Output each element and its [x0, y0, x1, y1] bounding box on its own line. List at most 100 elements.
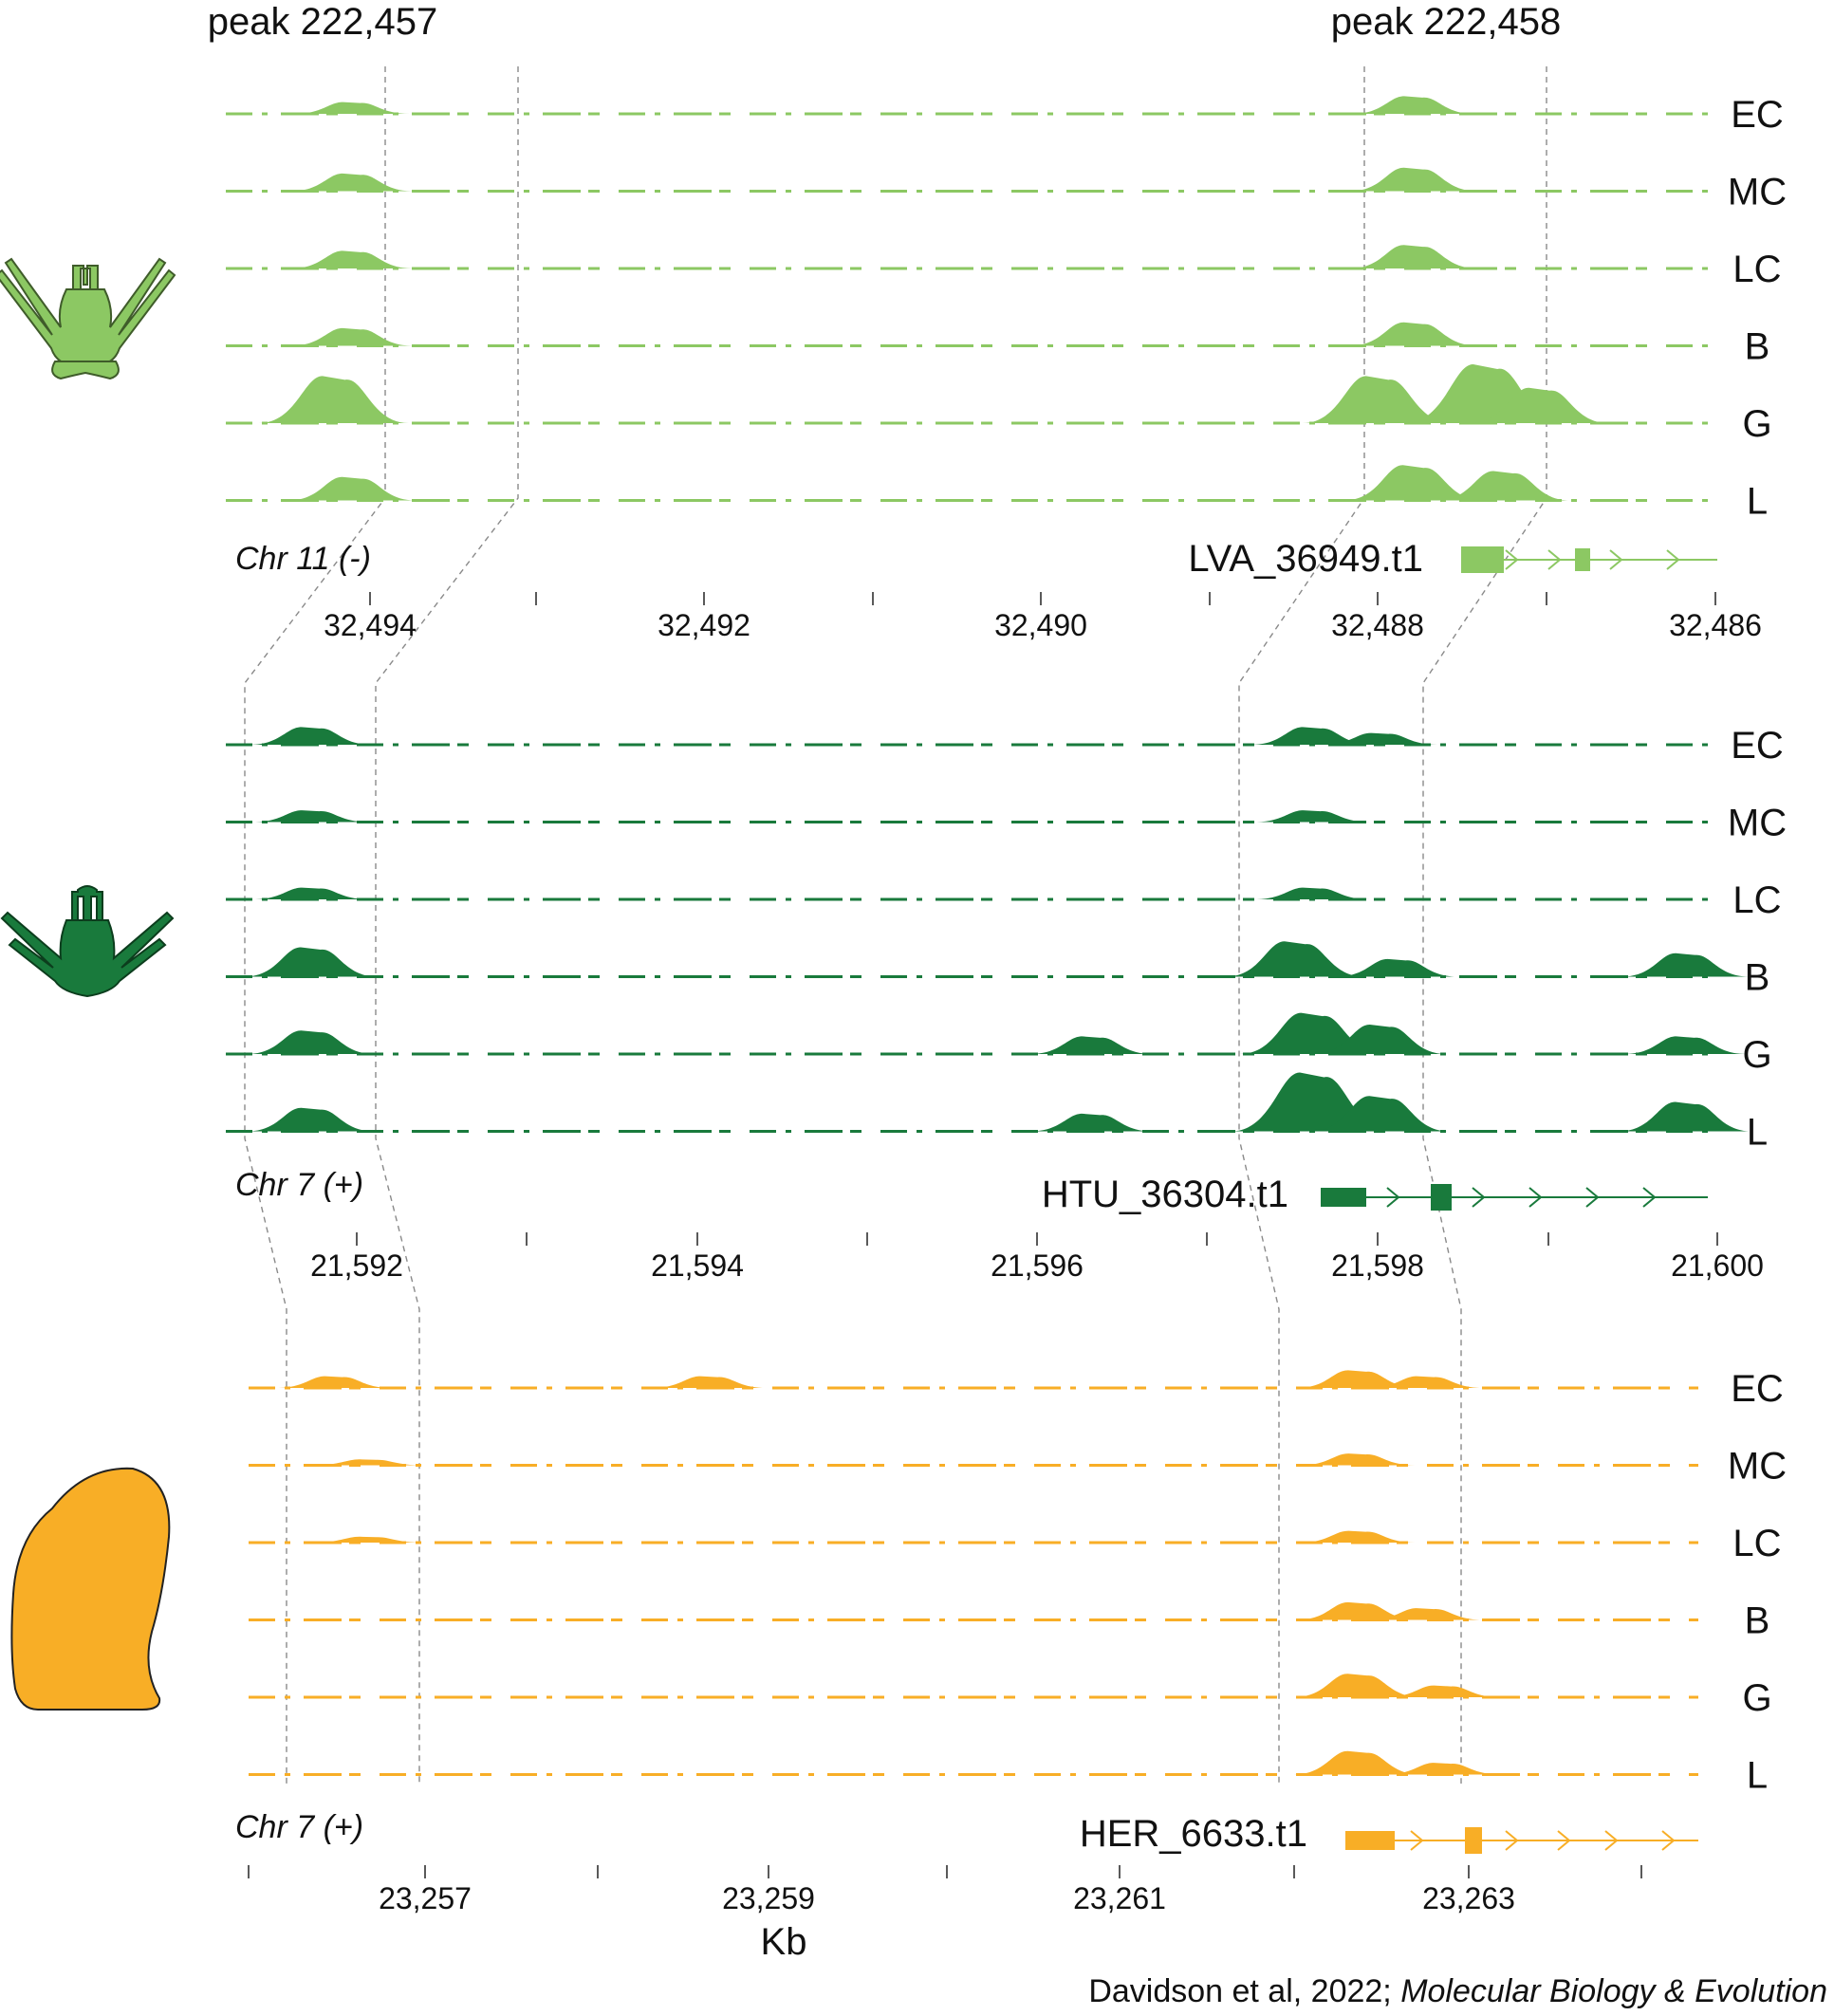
coverage-peak — [287, 476, 416, 501]
x-tick-label: 21,596 — [991, 1248, 1084, 1283]
row-label-g: G — [1742, 403, 1771, 445]
coverage-tracks — [249, 1370, 1698, 1776]
coverage-peak — [1384, 1685, 1501, 1697]
x-tick-label: 23,263 — [1422, 1881, 1515, 1915]
guide-line — [375, 66, 519, 1784]
coverage-peak — [1352, 96, 1474, 114]
gene-name: HTU_36304.t1 — [1042, 1174, 1288, 1215]
row-labels: EC MC LC BGL — [1728, 725, 1787, 1154]
row-label-mc: MC — [1728, 803, 1787, 844]
row-labels: EC MC LC BGL — [1728, 94, 1787, 523]
row-label-b: B — [1745, 1600, 1770, 1642]
gene-model — [1345, 1827, 1698, 1854]
row-labels: EC MC LC BGL — [1728, 1368, 1787, 1797]
row-label-l: L — [1747, 1755, 1768, 1797]
row-label-l: L — [1747, 1112, 1768, 1154]
strand-arrow — [1386, 1187, 1400, 1208]
coverage-peak — [1310, 1096, 1450, 1132]
coverage-peak — [250, 727, 372, 745]
strand-arrow — [1557, 1830, 1571, 1851]
x-axis-unit-label: Kb — [761, 1921, 807, 1963]
coverage-peak — [1253, 810, 1370, 823]
coverage-peak — [290, 327, 413, 346]
coverage-tracks — [226, 96, 1719, 502]
coverage-peak — [275, 1376, 392, 1388]
chromosome-label: Chr 7 (+) — [235, 1167, 363, 1203]
coverage-peak — [1296, 1370, 1418, 1388]
guide-line — [244, 66, 386, 1784]
citation: Davidson et al, 2022; Molecular Biology … — [1088, 1973, 1827, 2009]
coverage-peak — [1313, 1025, 1447, 1054]
x-tick-label: 21,594 — [651, 1248, 744, 1283]
x-tick-label: 32,492 — [658, 608, 750, 642]
strand-arrow — [1666, 549, 1680, 570]
x-axis: 32,494 32,492 32,490 32,488 32,486 — [324, 592, 1762, 642]
x-tick-label: 32,486 — [1669, 608, 1762, 642]
coverage-peak — [1250, 727, 1373, 745]
coverage-peak — [1621, 953, 1750, 977]
coverage-peak — [1336, 958, 1458, 977]
coverage-peak — [312, 1536, 423, 1543]
strand-arrow — [1505, 1830, 1519, 1851]
coverage-peak — [247, 1030, 375, 1054]
coverage-peak — [1253, 887, 1370, 899]
strand-arrow — [1642, 1187, 1657, 1208]
x-tick-label: 32,494 — [324, 608, 417, 642]
strand-arrow — [1505, 549, 1519, 570]
guide-line — [1422, 66, 1547, 1784]
gene-model — [1461, 546, 1717, 573]
row-label-l: L — [1747, 481, 1768, 523]
coverage-peak — [1296, 1601, 1418, 1620]
row-label-lc: LC — [1732, 1523, 1781, 1564]
row-label-ec: EC — [1731, 1368, 1784, 1410]
coverage-peak — [312, 1459, 423, 1466]
x-tick-label: 21,598 — [1331, 1248, 1424, 1283]
row-label-lc: LC — [1732, 249, 1781, 290]
x-axis: 21,592 21,594 21,596 21,598 21,600 — [310, 1232, 1764, 1283]
x-tick-label: 32,488 — [1331, 608, 1424, 642]
peak-label-1: peak 222,457 — [208, 1, 437, 43]
x-tick-label: 32,490 — [994, 608, 1087, 642]
strand-arrow — [1609, 549, 1623, 570]
strand-arrow — [1410, 1830, 1424, 1851]
strand-arrow — [1661, 1830, 1676, 1851]
citation-authors: Davidson et al, 2022; — [1088, 1973, 1400, 2009]
coverage-peak — [1225, 941, 1364, 977]
coverage-peak — [1030, 1036, 1153, 1054]
coverage-peak — [1349, 167, 1477, 192]
gene-exon — [1575, 548, 1590, 571]
coverage-peak — [244, 947, 378, 977]
gene-exon — [1431, 1184, 1452, 1211]
row-label-ec: EC — [1731, 725, 1784, 767]
coverage-peak — [1349, 322, 1477, 346]
gene-exon — [1465, 1827, 1482, 1854]
coverage-tracks — [226, 727, 1752, 1133]
coverage-peak — [290, 250, 413, 268]
row-label-ec: EC — [1731, 94, 1784, 136]
gene-exon — [1345, 1831, 1395, 1850]
coverage-peak — [1299, 1453, 1416, 1466]
citation-journal: Molecular Biology & Evolution — [1400, 1973, 1827, 2009]
x-axis: 23,257 23,259 23,261 23,263 — [248, 1865, 1642, 1915]
row-label-g: G — [1742, 1677, 1771, 1719]
x-tick-label: 23,257 — [379, 1881, 472, 1915]
dark-green-pluteus-larva-icon — [0, 885, 175, 998]
strand-arrow — [1472, 1187, 1486, 1208]
coverage-peak — [1384, 1763, 1501, 1775]
coverage-peak — [1349, 245, 1477, 268]
chromosome-label: Chr 11 (-) — [235, 541, 371, 577]
chromosome-label: Chr 7 (+) — [235, 1809, 363, 1845]
coverage-peak — [247, 1107, 375, 1132]
coverage-peak — [1293, 1674, 1421, 1697]
row-label-b: B — [1745, 326, 1770, 368]
coverage-peak — [651, 1376, 768, 1388]
x-tick-label: 23,261 — [1073, 1881, 1166, 1915]
x-tick-label: 23,259 — [722, 1881, 815, 1915]
orange-ovoid-larva-icon — [10, 1467, 171, 1711]
x-tick-label: 21,600 — [1671, 1248, 1764, 1283]
coverage-peak — [1302, 376, 1453, 423]
gene-model — [1321, 1184, 1708, 1211]
peak-label-2: peak 222,458 — [1331, 1, 1561, 43]
